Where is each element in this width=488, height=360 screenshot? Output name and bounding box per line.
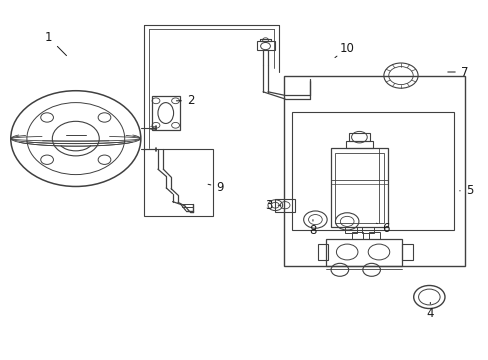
- Bar: [348, 133, 369, 141]
- Bar: [326, 238, 401, 266]
- Bar: [144, 149, 212, 216]
- Text: 7: 7: [447, 66, 468, 78]
- Text: 5: 5: [459, 184, 472, 197]
- Text: 2: 2: [176, 94, 194, 107]
- Bar: [275, 199, 294, 212]
- Text: 6: 6: [376, 222, 389, 235]
- Bar: [283, 76, 464, 266]
- Bar: [351, 232, 362, 239]
- Bar: [344, 227, 356, 233]
- Bar: [317, 244, 327, 260]
- Text: 9: 9: [208, 181, 224, 194]
- Text: 3: 3: [264, 199, 280, 212]
- Text: 4: 4: [426, 302, 433, 320]
- Bar: [401, 244, 412, 260]
- Text: 10: 10: [334, 42, 354, 58]
- Bar: [361, 227, 373, 233]
- Bar: [334, 153, 383, 223]
- Bar: [368, 232, 379, 239]
- Text: 8: 8: [308, 220, 316, 237]
- Bar: [345, 141, 372, 148]
- Bar: [331, 148, 386, 227]
- Bar: [256, 41, 275, 50]
- Bar: [292, 112, 453, 230]
- Text: 1: 1: [45, 31, 66, 56]
- Bar: [151, 96, 180, 130]
